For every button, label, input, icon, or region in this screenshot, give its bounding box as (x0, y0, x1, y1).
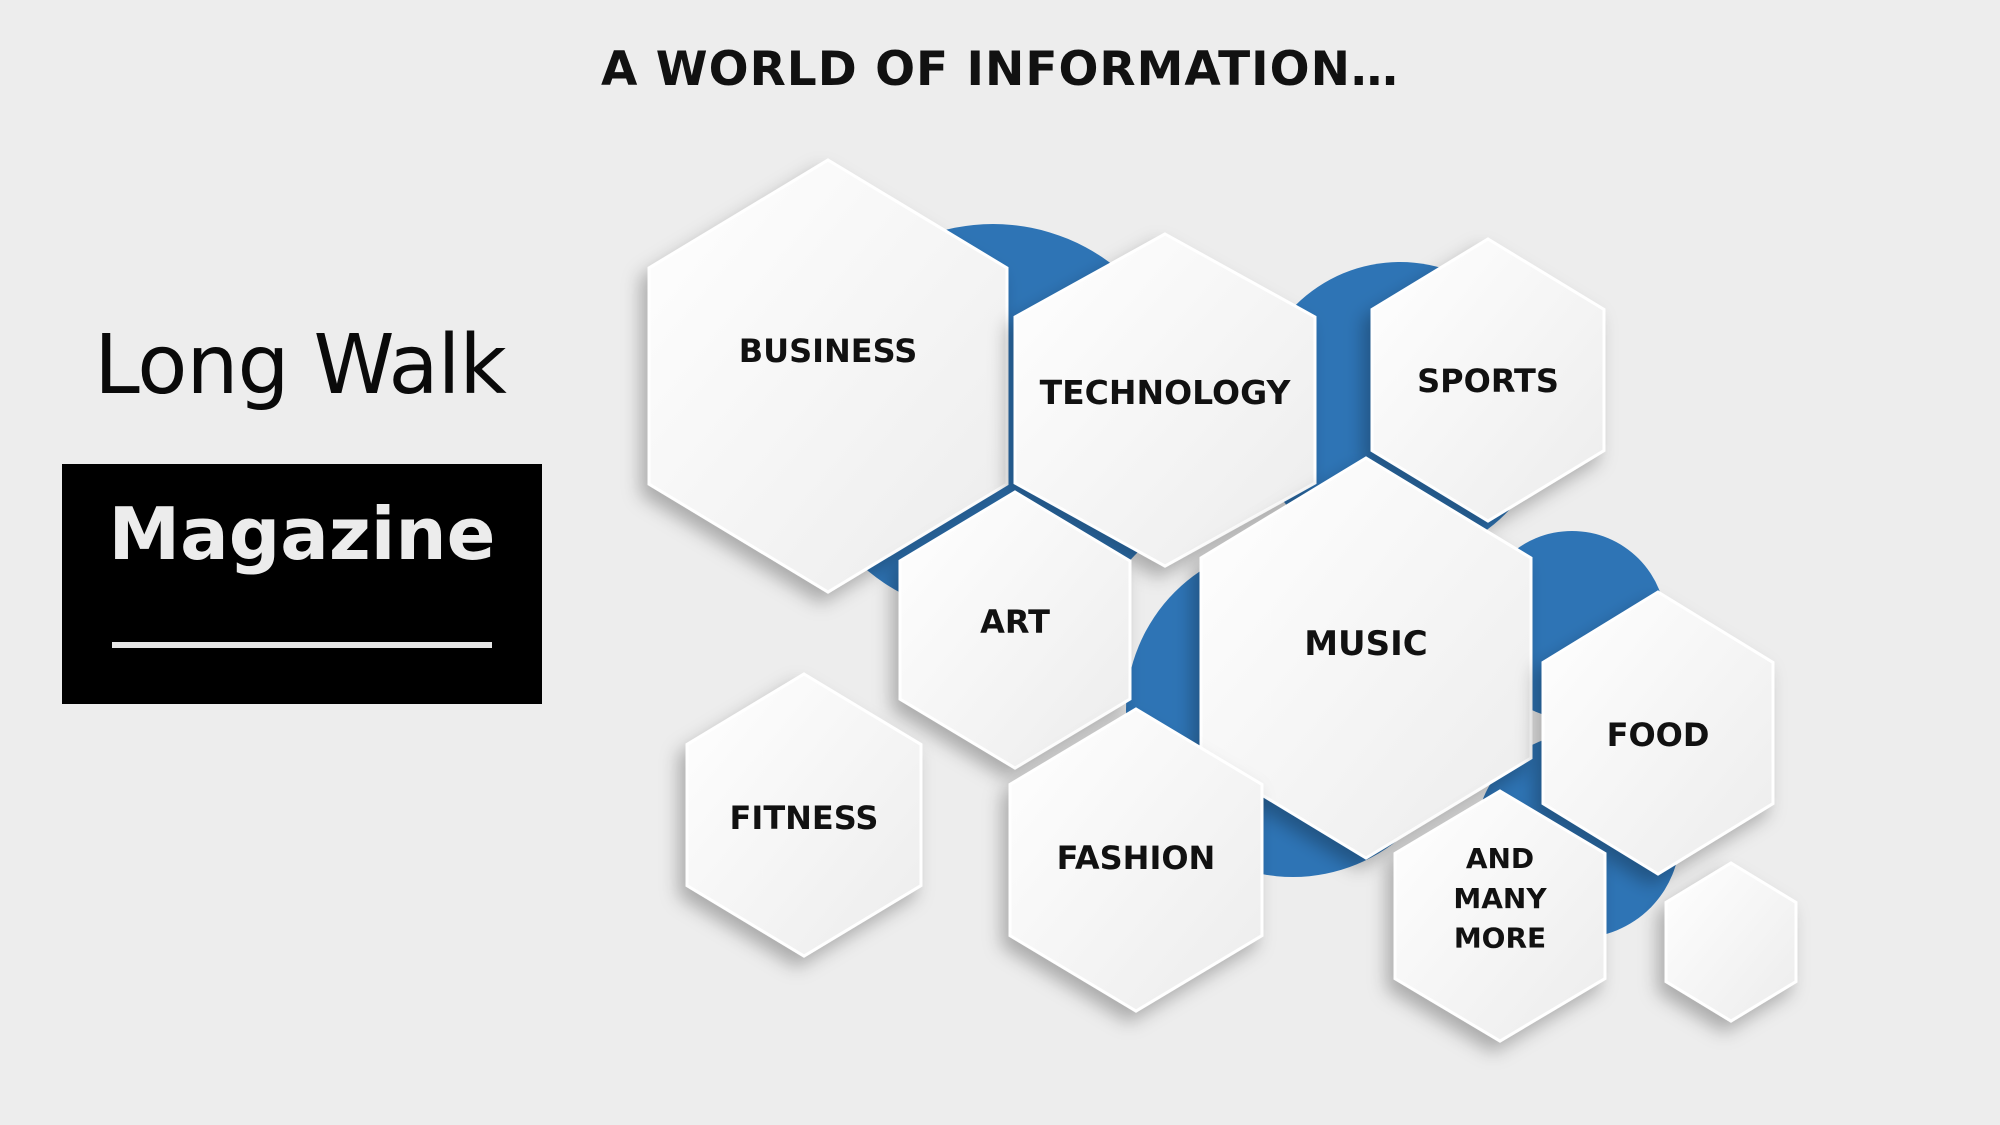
brand-title: Long Walk (94, 318, 507, 413)
hex-label-line: SPORTS (1417, 362, 1559, 400)
hex-shape-technology (1013, 232, 1317, 568)
hex-label-line: BUSINESS (739, 332, 918, 370)
brand-box: Magazine (62, 464, 542, 704)
hex-label-art: ART (980, 603, 1050, 641)
hex-fitness: FITNESS (685, 672, 923, 958)
brand-underline (112, 642, 492, 648)
hex-technology: TECHNOLOGY (1013, 232, 1317, 568)
hex-blank (1664, 861, 1798, 1023)
hex-label-line: FITNESS (730, 799, 879, 837)
hex-label-line: FASHION (1057, 839, 1216, 877)
hex-and-many-more: AND MANY MORE (1393, 789, 1607, 1043)
hex-music: MUSIC (1199, 456, 1533, 860)
hex-shape-fitness (685, 672, 923, 958)
hex-label-line: MORE (1454, 922, 1546, 955)
hex-label-line: AND (1466, 842, 1534, 875)
hex-label-line: TECHNOLOGY (1040, 373, 1292, 412)
hex-shape-blank (1664, 861, 1798, 1023)
hex-shape-business (647, 158, 1009, 594)
hex-label-fitness: FITNESS (730, 799, 879, 837)
hex-label-business: BUSINESS (739, 332, 918, 370)
hex-shape-music (1199, 456, 1533, 860)
hex-shape-art (898, 490, 1132, 770)
hex-shape-sports (1370, 237, 1606, 523)
hex-food: FOOD (1541, 590, 1775, 876)
hex-label-line: MUSIC (1304, 624, 1428, 664)
hex-label-line: ART (980, 603, 1050, 641)
hex-label-fashion: FASHION (1057, 839, 1216, 877)
hex-label-line: MANY (1453, 882, 1547, 915)
hex-label-and-many-more: AND MANY MORE (1453, 842, 1547, 955)
hex-shape-food (1541, 590, 1775, 876)
hex-label-music: MUSIC (1304, 624, 1428, 664)
hex-label-line: FOOD (1607, 716, 1710, 754)
hex-label-food: FOOD (1607, 716, 1710, 754)
brand-subtitle: Magazine (108, 492, 496, 576)
hex-fashion: FASHION (1008, 707, 1264, 1013)
slide-headline: A WORLD OF INFORMATION… (601, 42, 1399, 97)
hex-art: ART (898, 490, 1132, 770)
hex-business: BUSINESS (647, 158, 1009, 594)
hex-tiles: BUSINESS TECHNOLOGY SPORTS ART MUSIC FOOD FITN… (647, 158, 1798, 1043)
hex-shape-and-many-more (1393, 789, 1607, 1043)
hex-shape-fashion (1008, 707, 1264, 1013)
hex-label-technology: TECHNOLOGY (1040, 373, 1292, 412)
hex-label-sports: SPORTS (1417, 362, 1559, 400)
hex-sports: SPORTS (1370, 237, 1606, 523)
